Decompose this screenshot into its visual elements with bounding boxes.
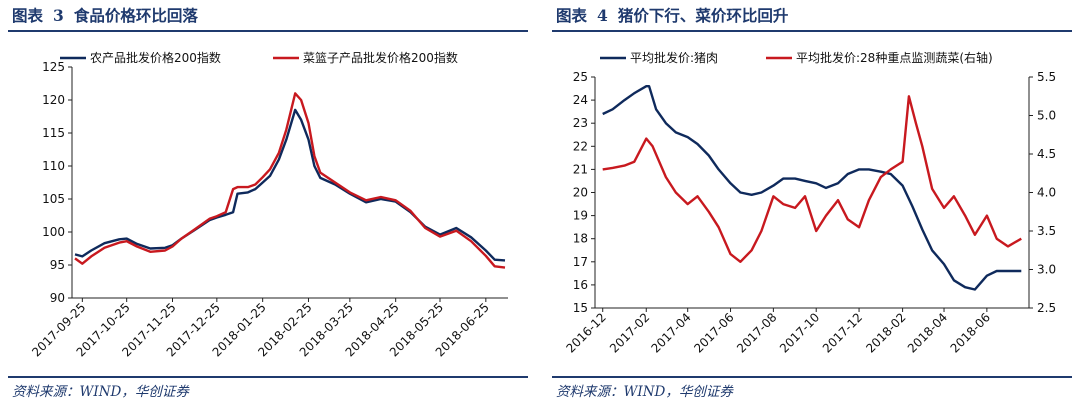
- figure-caption: 猪价下行、菜价环比回升: [617, 6, 789, 25]
- y-tick-label: 22: [573, 139, 588, 153]
- legend-label-2: 菜篮子产品批发价格200指数: [303, 50, 458, 65]
- y-tick-label: 19: [573, 209, 588, 223]
- y-tick-label: 120: [42, 93, 65, 107]
- top-rule: [8, 30, 528, 32]
- y2-tick-label: 2.5: [1037, 301, 1056, 315]
- x-tick-label: 2017-02: [607, 310, 652, 355]
- y-tick-label: 20: [573, 186, 588, 200]
- x-tick-label: 2018-04: [905, 310, 950, 355]
- x-tick-label: 2018-02: [863, 310, 908, 355]
- y2-tick-label: 5.0: [1037, 109, 1056, 123]
- y-tick-label: 24: [573, 93, 588, 107]
- y-tick-label: 25: [573, 70, 588, 84]
- figure-number: 3: [53, 6, 64, 25]
- x-tick-label: 2017-08: [734, 310, 779, 355]
- series-line-2: [74, 92, 506, 269]
- y-tick-label: 18: [573, 232, 588, 246]
- y-tick-label: 105: [42, 192, 65, 206]
- legend-label-1: 农产品批发价格200指数: [90, 50, 221, 65]
- y2-tick-label: 3.5: [1037, 224, 1056, 238]
- source-note: 资料来源：WIND，华创证券: [12, 384, 189, 400]
- y-tick-label: 23: [573, 116, 588, 130]
- figure-3-panel: 图表 3 食品价格环比回落 90 95 100 105 110 115 120 125 2017-0…: [8, 0, 528, 407]
- figure-4-panel: 图表 4 猪价下行、菜价环比回升 15 16 17 18 19 20 21 22 23 24 25 2.5…: [552, 0, 1072, 407]
- figure-number: 4: [597, 6, 608, 25]
- bottom-rule: [8, 376, 528, 378]
- y2-tick-label: 5.5: [1037, 70, 1056, 84]
- y-tick-label: 21: [573, 162, 588, 176]
- source-note: 资料来源：WIND，华创证券: [556, 384, 733, 400]
- bottom-rule: [552, 376, 1072, 378]
- x-tick-label: 2017-04: [648, 310, 693, 355]
- series-line-2: [602, 95, 1022, 263]
- legend-label-1: 平均批发价:猪肉: [630, 50, 718, 65]
- figure-title: 图表 4 猪价下行、菜价环比回升: [556, 4, 798, 28]
- y-tick-label: 110: [42, 159, 65, 173]
- line-chart-food-price: 90951001051101151201252017-09-252017-10-…: [29, 50, 508, 359]
- y-tick-label: 115: [42, 126, 65, 140]
- x-tick-label: 2017-10: [777, 310, 822, 355]
- y-tick-label: 95: [50, 258, 65, 272]
- top-rule: [552, 30, 1072, 32]
- y-tick-label: 100: [42, 225, 65, 239]
- legend-label-2: 平均批发价:28种重点监测蔬菜(右轴): [796, 50, 993, 65]
- x-tick-label: 2017-12: [820, 310, 865, 355]
- y2-tick-label: 4.5: [1037, 147, 1056, 161]
- x-tick-label: 2017-06: [691, 310, 736, 355]
- y2-tick-label: 3.0: [1037, 263, 1056, 277]
- y-tick-label: 16: [573, 278, 588, 292]
- y-tick-label: 17: [573, 255, 588, 269]
- y-tick-label: 15: [573, 301, 588, 315]
- line-chart-pork-vegetable: 15 16 17 18 19 20 21 22 23 24 25 2.5 3.0 3.5 4.0 4.5 5.0…: [563, 50, 1056, 356]
- y-tick-label: 125: [42, 60, 65, 74]
- series-line-1: [74, 108, 506, 262]
- x-tick-label: 2018-06: [948, 310, 993, 355]
- series-line-1: [602, 85, 1022, 291]
- y-tick-label: 90: [50, 291, 65, 305]
- figure-label: 图表: [12, 6, 44, 25]
- x-tick-label: 2016-12: [563, 310, 608, 355]
- figure-label: 图表: [556, 6, 588, 25]
- y2-tick-label: 4.0: [1037, 186, 1056, 200]
- figure-caption: 食品价格环比回落: [73, 6, 198, 25]
- figure-title: 图表 3 食品价格环比回落: [12, 4, 208, 28]
